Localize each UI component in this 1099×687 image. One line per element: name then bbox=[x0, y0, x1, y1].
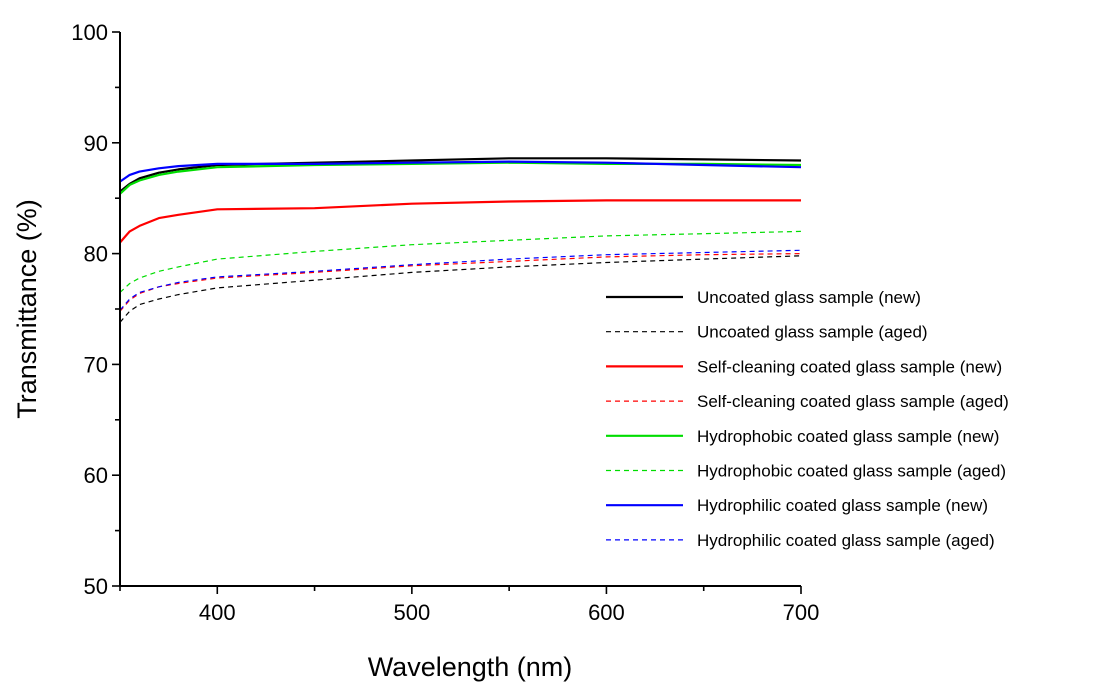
y-axis-title: Transmittance (%) bbox=[12, 199, 42, 419]
y-tick-label: 70 bbox=[84, 352, 108, 377]
series-line-8 bbox=[119, 249, 802, 311]
legend-label-4: Self-cleaning coated glass sample (aged) bbox=[697, 392, 1009, 411]
y-tick-label: 100 bbox=[71, 20, 108, 45]
legend-label-8: Hydrophilic coated glass sample (aged) bbox=[697, 531, 995, 550]
legend-label-5: Hydrophobic coated glass sample (new) bbox=[697, 427, 999, 446]
series-line-4 bbox=[119, 253, 802, 312]
y-tick-label: 50 bbox=[84, 574, 108, 599]
x-axis-title: Wavelength (nm) bbox=[368, 652, 573, 682]
legend-label-1: Uncoated glass sample (new) bbox=[697, 288, 921, 307]
series-line-3 bbox=[119, 199, 801, 244]
legend-label-6: Hydrophobic coated glass sample (aged) bbox=[697, 462, 1006, 481]
series-line-7 bbox=[119, 160, 802, 183]
legend-label-3: Self-cleaning coated glass sample (new) bbox=[697, 357, 1002, 376]
series-line-2 bbox=[119, 255, 802, 323]
x-tick-label: 600 bbox=[588, 600, 625, 625]
y-tick-label: 80 bbox=[84, 242, 108, 267]
x-tick-label: 400 bbox=[199, 600, 236, 625]
y-tick-label: 60 bbox=[84, 463, 108, 488]
y-tick-label: 90 bbox=[84, 131, 108, 156]
series-line-6 bbox=[119, 230, 802, 293]
x-tick-label: 500 bbox=[393, 600, 430, 625]
tick-marks bbox=[112, 31, 802, 594]
legend-label-2: Uncoated glass sample (aged) bbox=[697, 323, 928, 342]
series-line-5 bbox=[119, 161, 802, 195]
legend: Uncoated glass sample (new) Uncoated glas… bbox=[606, 288, 1009, 550]
plot-lines bbox=[119, 157, 802, 323]
tick-labels: 50 60 70 80 90 100 400 500 600 700 bbox=[71, 20, 819, 625]
x-tick-label: 700 bbox=[783, 600, 820, 625]
legend-label-7: Hydrophilic coated glass sample (new) bbox=[697, 496, 988, 515]
